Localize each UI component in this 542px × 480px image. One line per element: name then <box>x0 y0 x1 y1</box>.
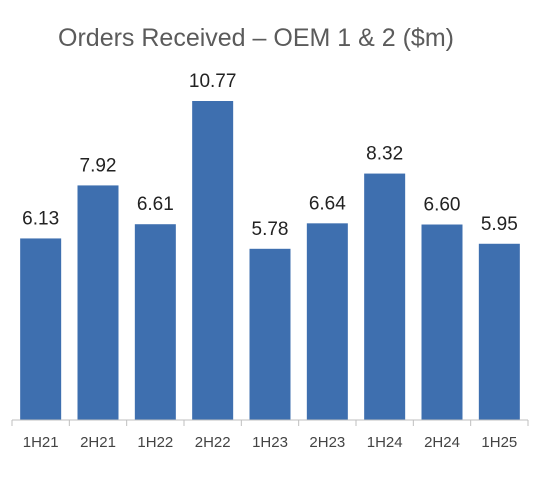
bar-1H24 <box>364 173 406 420</box>
bar-2H23 <box>306 223 348 420</box>
x-tick-labels-group: 1H21 2H21 1H22 2H22 1H23 2H23 1H24 2H24 1H25 <box>23 434 518 451</box>
value-label-1H23: 5.78 <box>252 219 289 240</box>
bar-1H21 <box>20 238 62 420</box>
value-label-2H21: 7.92 <box>80 155 117 176</box>
tick-label-1H22: 1H22 <box>137 434 173 451</box>
tick-label-1H23: 1H23 <box>252 434 288 451</box>
value-label-1H22: 6.61 <box>137 194 174 215</box>
tick-label-2H22: 2H22 <box>195 434 231 451</box>
tick-label-2H24: 2H24 <box>424 434 460 451</box>
bar-2H22 <box>192 101 234 420</box>
value-label-2H23: 6.64 <box>309 193 346 214</box>
bar-2H24 <box>421 224 463 420</box>
bar-1H22 <box>134 224 176 420</box>
value-labels-group: 6.13 7.92 6.61 10.77 5.78 6.64 8.32 6.60 5.95 <box>22 71 518 240</box>
chart-title: Orders Received – OEM 1 & 2 ($m) <box>58 24 454 52</box>
value-label-2H24: 6.60 <box>424 195 461 216</box>
value-label-1H21: 6.13 <box>22 208 59 229</box>
tick-label-2H23: 2H23 <box>309 434 345 451</box>
tick-label-1H24: 1H24 <box>367 434 403 451</box>
tick-label-1H21: 1H21 <box>23 434 59 451</box>
tick-label-2H21: 2H21 <box>80 434 116 451</box>
bar-2H21 <box>77 185 119 420</box>
value-label-1H24: 8.32 <box>366 144 403 165</box>
tick-label-1H25: 1H25 <box>481 434 517 451</box>
value-label-1H25: 5.95 <box>481 214 518 235</box>
x-ticks-group <box>11 420 529 426</box>
bar-1H25 <box>478 243 520 420</box>
bars-group <box>20 101 520 420</box>
bar-1H23 <box>249 248 291 420</box>
value-label-2H22: 10.77 <box>189 71 237 92</box>
